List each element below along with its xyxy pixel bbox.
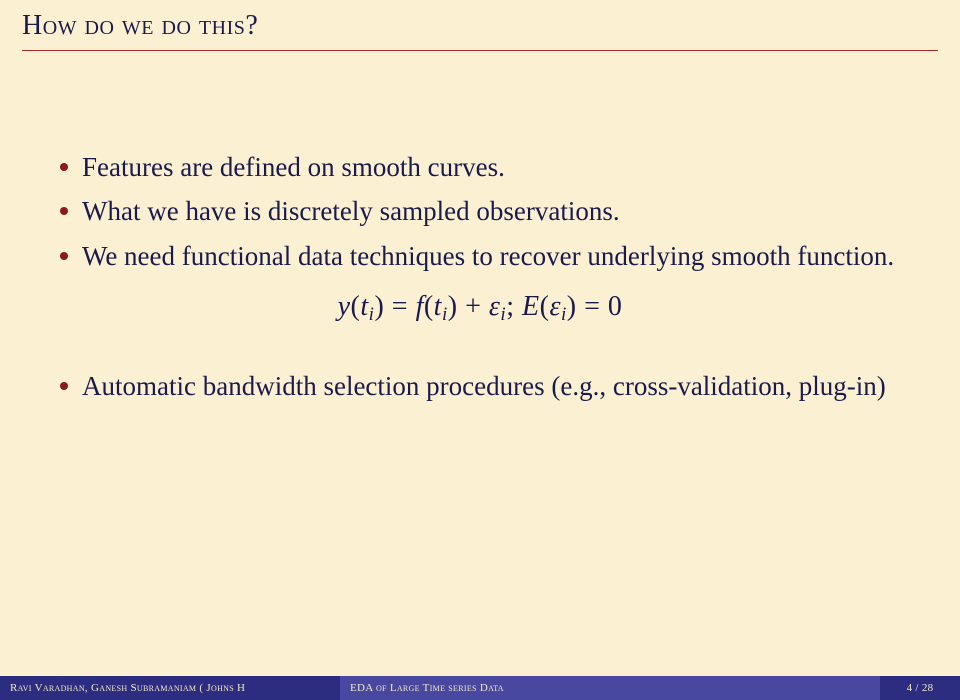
eq-epsilon2: ε <box>549 291 561 322</box>
eq-lhs-fn: y <box>338 291 351 322</box>
eq-expect: E <box>522 291 540 322</box>
eq-sep: ; <box>506 291 522 322</box>
bullet-item: What we have is discretely sampled obser… <box>60 193 900 229</box>
bullet-text: Features are defined on smooth curves. <box>82 149 900 185</box>
bullet-text: What we have is discretely sampled obser… <box>82 193 900 229</box>
eq-open-paren3: ( <box>540 291 550 322</box>
footer-authors: Ravi Varadhan, Ganesh Subramaniam ( John… <box>0 676 340 700</box>
bullet-item: We need functional data techniques to re… <box>60 238 900 274</box>
footer-title: EDA of Large Time series Data <box>340 676 880 700</box>
bullet-item: Automatic bandwidth selection procedures… <box>60 368 900 404</box>
footer: Ravi Varadhan, Ganesh Subramaniam ( John… <box>0 676 960 700</box>
slide-content: Features are defined on smooth curves. W… <box>0 59 960 404</box>
eq-arg-var: t <box>360 291 368 322</box>
bullet-dot-icon <box>60 163 68 171</box>
bullet-dot-icon <box>60 252 68 260</box>
equation: y(ti) = f(ti) + εi; E(εi) = 0 <box>60 288 900 327</box>
eq-close-paren: ) <box>374 291 384 322</box>
bullet-text: We need functional data techniques to re… <box>82 238 900 274</box>
eq-eq1: = <box>384 291 415 322</box>
bullet-dot-icon <box>60 207 68 215</box>
eq-arg-var2: t <box>434 291 442 322</box>
slide-title: How do we do this? <box>22 10 938 51</box>
footer-page: 4 / 28 <box>880 676 960 700</box>
bullet-dot-icon <box>60 382 68 390</box>
title-wrap: How do we do this? <box>0 0 960 59</box>
eq-eq2: = 0 <box>577 291 623 322</box>
eq-close-paren3: ) <box>567 291 577 322</box>
eq-close-paren2: ) <box>448 291 458 322</box>
slide: How do we do this? Features are defined … <box>0 0 960 700</box>
eq-rhs-fn: f <box>416 291 424 322</box>
eq-open-paren: ( <box>351 291 361 322</box>
eq-epsilon: ε <box>489 291 501 322</box>
eq-plus: + <box>458 291 489 322</box>
bullet-item: Features are defined on smooth curves. <box>60 149 900 185</box>
eq-open-paren2: ( <box>424 291 434 322</box>
bullet-text: Automatic bandwidth selection procedures… <box>82 368 900 404</box>
